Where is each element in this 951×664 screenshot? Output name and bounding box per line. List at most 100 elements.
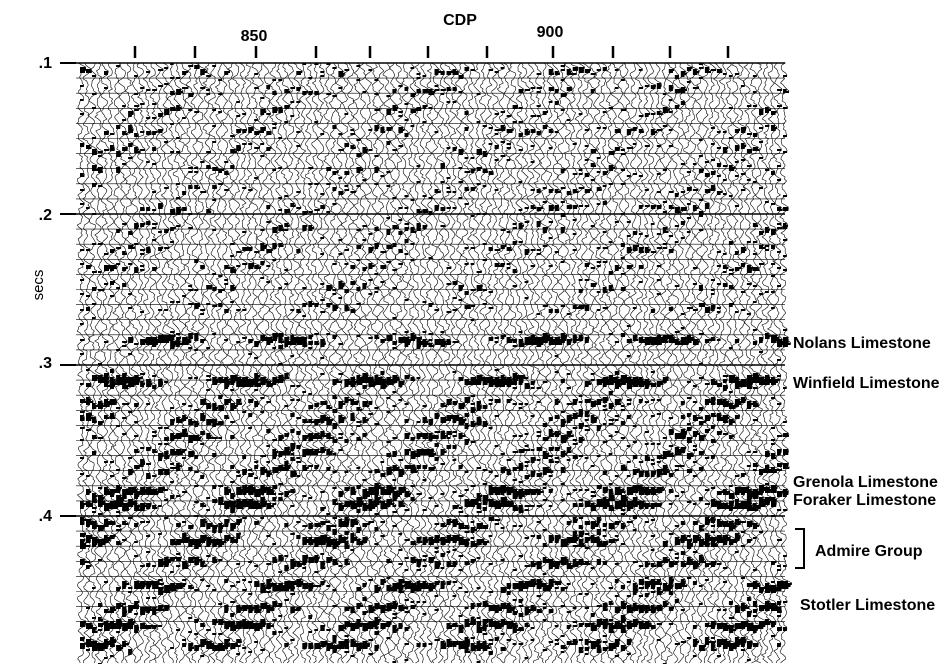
trace-fill [488,69,499,655]
trace-wiggle [718,62,733,664]
trace-fill [428,89,437,645]
trace-fill [332,67,340,653]
trace-wiggle [616,62,631,664]
trace-wiggle [755,62,770,664]
trace-wiggle [779,62,793,664]
trace-fill [638,69,648,629]
trace-wiggle [622,62,637,664]
trace-fill [392,89,403,663]
trace-fill [710,69,719,651]
trace-fill [692,69,701,657]
trace-fill [272,79,282,635]
trace-wiggle [280,62,295,664]
trace-wiggle [213,62,227,664]
trace-wiggle [201,62,217,664]
trace-fill [92,75,101,651]
trace-fill [296,71,307,611]
trace-fill [728,75,739,651]
trace-wiggle [129,62,144,664]
x-tick-label-900: 900 [537,24,564,41]
trace-fill [80,67,88,649]
trace-wiggle [436,62,450,664]
trace-wiggle [376,62,392,664]
trace-fill [86,69,94,651]
trace-wiggle [586,62,601,664]
trace-wiggle [724,62,739,664]
trace-fill [398,85,409,629]
trace-fill [224,71,233,649]
trace-wiggle [100,62,116,664]
y-tick-label-0.4: .4 [39,508,52,525]
trace-fill [158,69,169,627]
trace-fill [362,91,372,649]
trace-wiggle [748,62,762,664]
trace-wiggle [291,62,307,664]
trace-wiggle [142,62,156,664]
trace-wiggle [670,62,685,664]
trace-wiggle [298,62,312,664]
trace-fill [590,73,601,649]
trace-wiggle [250,62,265,664]
trace-wiggle [274,62,289,664]
trace-fill [128,111,138,655]
trace-fill [464,67,473,653]
trace-wiggle [358,62,372,664]
trace-fill [140,87,149,629]
horizon-label-admire: Admire Group [815,543,923,560]
x-tick-label-850: 850 [241,28,268,45]
trace-wiggle [118,62,132,664]
trace-wiggle [87,62,101,664]
trace-wiggle [322,62,336,664]
trace-wiggle [472,62,488,664]
y-axis-ticks [60,62,76,517]
trace-fill [242,113,253,649]
trace-wiggle [766,62,781,664]
trace-wiggle [406,62,420,664]
trace-fill [476,93,487,663]
trace-fill [338,71,349,649]
admire-group-bracket [795,528,805,569]
trace-wiggle [592,62,606,664]
trace-fill [164,67,174,611]
trace-wiggle [262,62,276,664]
trace-wiggle [172,62,186,664]
trace-wiggle [736,62,752,664]
trace-wiggle [232,62,247,664]
trace-fill [320,71,328,647]
trace-wiggle [352,62,368,664]
trace-wiggle [364,62,378,664]
trace-wiggle [178,62,192,664]
trace-wiggle [418,62,432,664]
trace-fill [236,101,247,655]
trace-wiggle [124,62,139,664]
trace-fill [506,115,516,641]
trace-fill [680,71,689,643]
trace-wiggle [502,62,517,664]
trace-wiggle [580,62,593,664]
trace-fill [548,69,558,643]
trace-fill [176,77,186,631]
trace-fill [554,71,564,645]
trace-wiggle [112,62,128,664]
trace-wiggle [136,62,150,664]
trace-wiggle [94,62,109,664]
trace-wiggle [731,62,745,664]
trace-wiggle [460,62,473,664]
trace-wiggle [478,62,493,664]
trace-wiggle [713,62,726,664]
trace-wiggle [425,62,437,664]
trace-wiggle [286,62,302,664]
trace-fill [668,69,679,625]
trace-fill [254,73,264,643]
trace-fill [278,79,289,633]
trace-wiggle [634,62,649,664]
trace-wiggle [676,62,690,664]
trace-wiggle [658,62,673,664]
trace-fill [518,89,529,645]
trace-fill [314,63,323,649]
trace-fill [746,105,755,661]
trace-fill [308,77,318,649]
y-axis-title: secs [30,270,47,301]
trace-fill [536,73,547,613]
trace-fill [662,93,673,664]
